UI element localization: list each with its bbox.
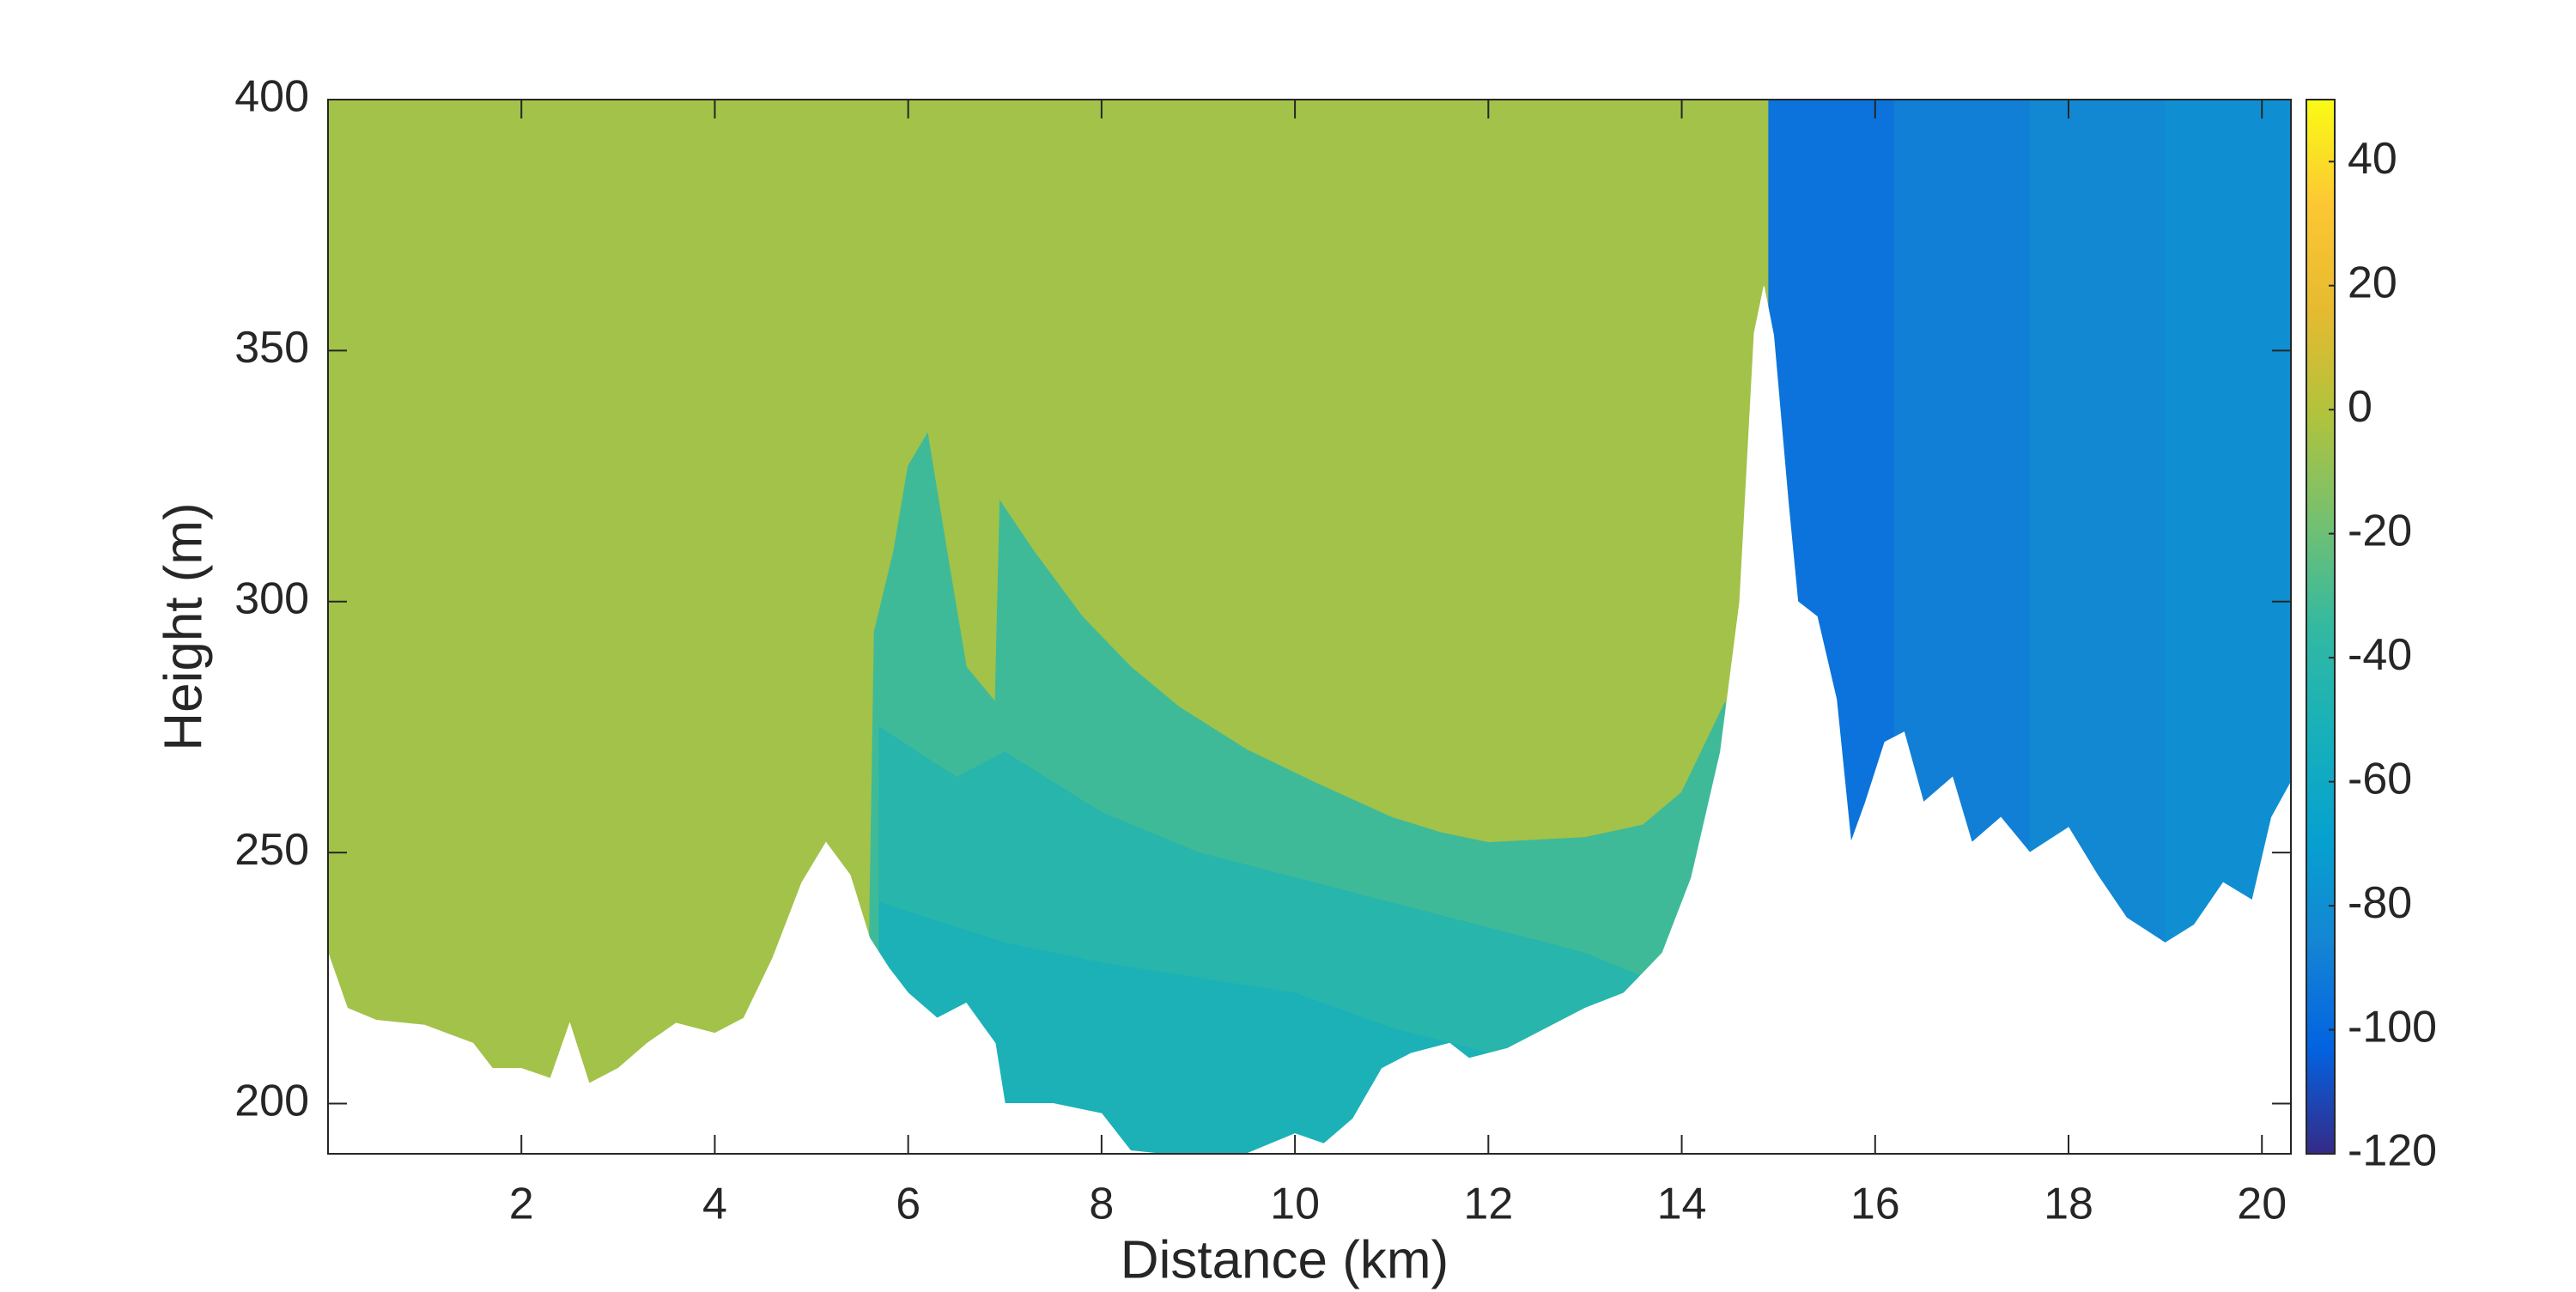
y-tick-label: 400	[234, 72, 309, 122]
x-tick-label: 4	[702, 1180, 727, 1229]
y-axis-label: Height (m)	[154, 502, 213, 750]
colorbar-box	[2306, 99, 2336, 1155]
colorbar-tick-label: 40	[2348, 134, 2397, 184]
y-tick-label: 350	[234, 323, 309, 373]
colorbar-tick-label: -40	[2348, 630, 2412, 680]
x-tick-label: 18	[2044, 1180, 2093, 1229]
x-tick-label: 12	[1463, 1180, 1513, 1229]
colorbar	[2306, 100, 2335, 1154]
plot-area	[328, 100, 2291, 1154]
y-tick-label: 200	[234, 1076, 309, 1125]
x-tick-label: 6	[896, 1180, 920, 1229]
x-axis-label: Distance (km)	[1121, 1230, 1449, 1289]
axes-box	[327, 99, 2292, 1155]
colorbar-tick-label: -120	[2348, 1126, 2437, 1176]
field-region	[878, 901, 1489, 1154]
x-tick-label: 10	[1270, 1180, 1320, 1229]
terrain	[328, 286, 2291, 1154]
y-tick-label: 300	[234, 573, 309, 623]
colorbar-tick-label: 20	[2348, 258, 2397, 307]
x-tick-label: 8	[1089, 1180, 1114, 1229]
colorbar-tick-label: 0	[2348, 382, 2372, 432]
x-tick-label: 16	[1850, 1180, 1900, 1229]
colorbar-tick-label: -100	[2348, 1002, 2437, 1052]
x-tick-label: 14	[1657, 1180, 1707, 1229]
x-tick-label: 20	[2237, 1180, 2287, 1229]
colorbar-tick-label: -80	[2348, 878, 2412, 928]
colorbar-tick-label: -60	[2348, 754, 2412, 804]
x-tick-label: 2	[509, 1180, 534, 1229]
y-tick-label: 250	[234, 825, 309, 875]
colorbar-tick-label: -20	[2348, 506, 2412, 555]
